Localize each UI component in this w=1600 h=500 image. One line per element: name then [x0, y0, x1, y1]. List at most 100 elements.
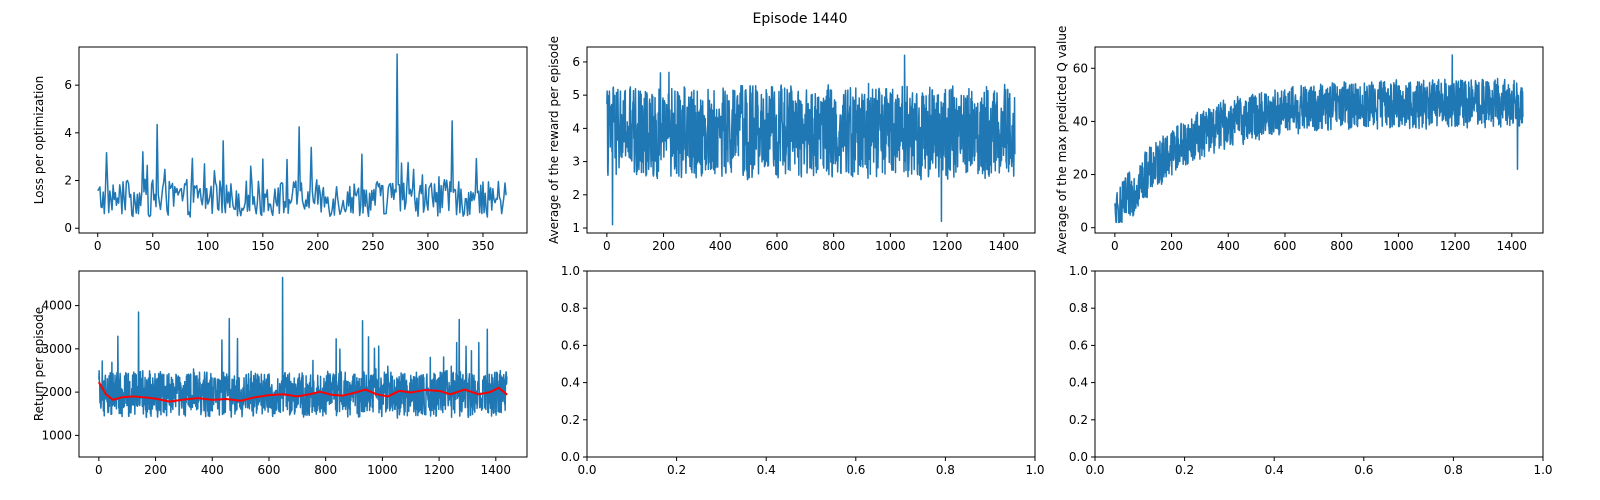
- series-line: [1114, 54, 1524, 224]
- series-line: [97, 53, 507, 218]
- x-tick-label: 0: [603, 239, 611, 253]
- y-tick-label: 2000: [41, 385, 72, 399]
- y-tick-label: 4: [64, 126, 72, 140]
- x-tick-label: 250: [361, 239, 384, 253]
- x-tick-label: 0.6: [846, 463, 865, 477]
- figure-suptitle: Episode 1440: [752, 11, 847, 27]
- plot-area: [1094, 270, 1544, 458]
- y-tick-label: 2: [572, 188, 580, 202]
- x-tick-label: 300: [416, 239, 439, 253]
- x-tick-label: 800: [822, 239, 845, 253]
- x-tick-label: 0.8: [1444, 463, 1463, 477]
- y-tick-label: 0.6: [1069, 338, 1088, 352]
- x-tick-label: 1000: [875, 239, 906, 253]
- axes-frame: [586, 270, 1036, 458]
- y-tick-label: 0.8: [561, 301, 580, 315]
- y-tick-label: 20: [1073, 168, 1088, 182]
- x-tick-label: 1000: [1383, 239, 1414, 253]
- y-tick-label: 1.0: [561, 264, 580, 278]
- y-tick-label: 2: [64, 174, 72, 188]
- y-tick-label: 5: [572, 88, 580, 102]
- x-tick-label: 200: [1160, 239, 1183, 253]
- axes-frame: [1094, 270, 1544, 458]
- y-axis-label: Loss per optimization: [32, 76, 46, 205]
- x-tick-label: 0.0: [1085, 463, 1104, 477]
- y-tick-label: 1000: [41, 428, 72, 442]
- y-tick-label: 0.0: [561, 450, 580, 464]
- y-tick-label: 0.8: [1069, 301, 1088, 315]
- y-tick-label: 0.2: [1069, 413, 1088, 427]
- x-tick-label: 600: [258, 463, 281, 477]
- y-tick-label: 0.6: [561, 338, 580, 352]
- x-tick-label: 0.6: [1354, 463, 1373, 477]
- y-tick-label: 4: [572, 121, 580, 135]
- x-tick-label: 1400: [481, 463, 512, 477]
- x-tick-label: 1200: [1440, 239, 1471, 253]
- subplot-reward: 0 200 400 600 800 1000 1200 1400 1 2 3 4 5 6 Average o…: [547, 36, 1036, 253]
- axes-frame: [78, 46, 528, 234]
- subplot-empty-1: 0.0 0.2 0.4 0.6 0.8 1.0 0.0 0.2 0.4 0.6 0.8 1.0: [561, 264, 1045, 477]
- y-tick-label: 1: [572, 221, 580, 235]
- y-tick-label: 4000: [41, 299, 72, 313]
- y-axis-label: Average of the reward per episode: [547, 36, 561, 244]
- subplot-return: 0 200 400 600 800 1000 1200 1400 1000 2000 3000 400…: [32, 270, 528, 477]
- y-tick-label: 1.0: [1069, 264, 1088, 278]
- x-tick-label: 1200: [932, 239, 963, 253]
- y-tick-label: 0.4: [561, 376, 580, 390]
- x-tick-label: 0: [94, 239, 102, 253]
- y-axis-label: Return per episode: [32, 307, 46, 421]
- series-line: [98, 276, 508, 419]
- x-tick-label: 0: [95, 463, 103, 477]
- x-tick-label: 0.2: [667, 463, 686, 477]
- series-line: [606, 54, 1016, 226]
- x-tick-label: 0.4: [1265, 463, 1284, 477]
- y-tick-label: 6: [64, 78, 72, 92]
- x-tick-label: 1400: [1497, 239, 1528, 253]
- x-tick-label: 150: [251, 239, 274, 253]
- x-tick-label: 1.0: [1533, 463, 1552, 477]
- y-tick-label: 0: [64, 221, 72, 235]
- x-tick-label: 50: [145, 239, 160, 253]
- x-tick-label: 0.2: [1175, 463, 1194, 477]
- x-tick-label: 200: [144, 463, 167, 477]
- x-tick-label: 350: [472, 239, 495, 253]
- y-tick-label: 40: [1073, 114, 1088, 128]
- subplot-qvalue: 0 200 400 600 800 1000 1200 1400 0 20 40 60 Average …: [1055, 26, 1544, 255]
- x-tick-label: 0.8: [936, 463, 955, 477]
- plot-area: [78, 270, 528, 458]
- moving-average-line: [97, 381, 508, 403]
- y-tick-label: 0.4: [1069, 376, 1088, 390]
- plot-area: [586, 270, 1036, 458]
- x-tick-label: 1400: [989, 239, 1020, 253]
- y-tick-label: 3: [572, 155, 580, 169]
- y-tick-label: 60: [1073, 61, 1088, 75]
- y-tick-label: 0.2: [561, 413, 580, 427]
- x-tick-label: 800: [1330, 239, 1353, 253]
- y-tick-label: 3000: [41, 342, 72, 356]
- x-tick-label: 1.0: [1025, 463, 1044, 477]
- x-tick-label: 200: [306, 239, 329, 253]
- x-tick-label: 0: [1111, 239, 1119, 253]
- x-tick-label: 400: [201, 463, 224, 477]
- x-tick-label: 400: [1217, 239, 1240, 253]
- subplot-empty-2: 0.0 0.2 0.4 0.6 0.8 1.0 0.0 0.2 0.4 0.6 0.8 1.0: [1069, 264, 1553, 477]
- x-tick-label: 600: [1274, 239, 1297, 253]
- x-tick-label: 800: [314, 463, 337, 477]
- plot-area: [1094, 46, 1544, 234]
- axes-frame: [78, 270, 528, 458]
- x-tick-label: 600: [766, 239, 789, 253]
- y-tick-label: 0: [1080, 221, 1088, 235]
- subplot-loss: 0 50 100 150 200 250 300 350 0 2 4 6 Loss per optimi…: [32, 46, 528, 253]
- x-tick-label: 1200: [424, 463, 455, 477]
- x-tick-label: 400: [709, 239, 732, 253]
- x-tick-label: 0.0: [577, 463, 596, 477]
- y-tick-label: 0.0: [1069, 450, 1088, 464]
- x-tick-label: 100: [196, 239, 219, 253]
- axes-frame: [586, 46, 1036, 234]
- x-tick-label: 1000: [367, 463, 398, 477]
- y-tick-label: 6: [572, 55, 580, 69]
- x-tick-label: 0.4: [757, 463, 776, 477]
- y-axis-label: Average of the max predicted Q value: [1055, 26, 1069, 255]
